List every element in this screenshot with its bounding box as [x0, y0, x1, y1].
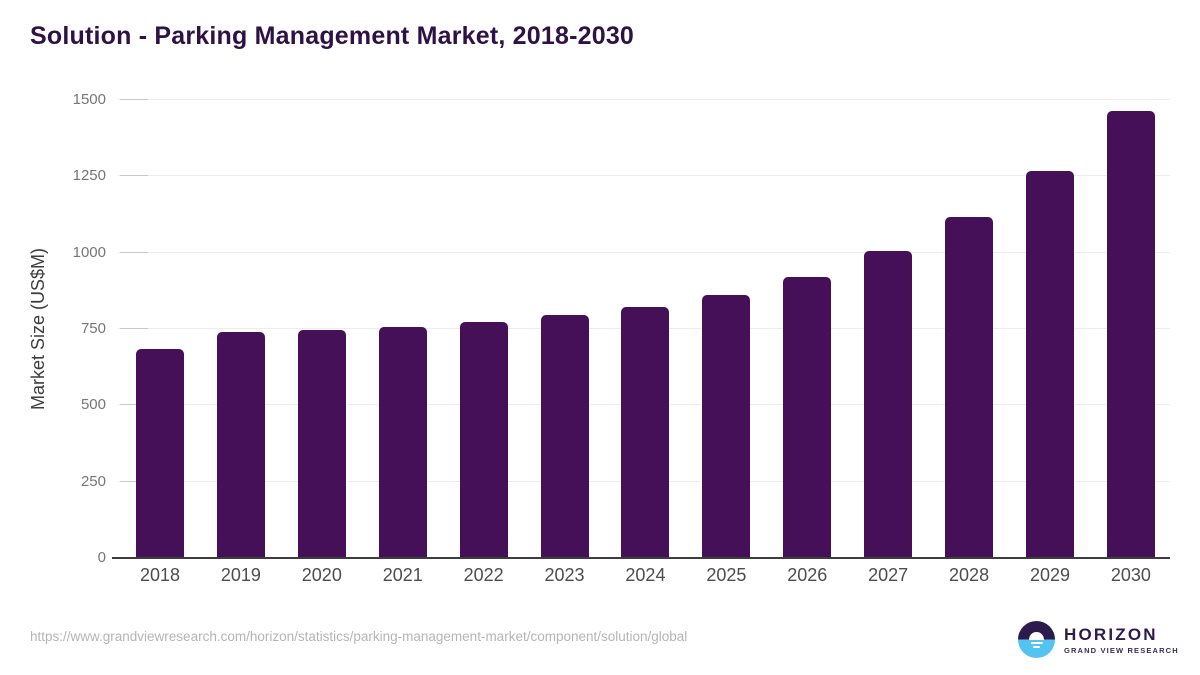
y-tick-label: 250: [80, 472, 106, 490]
y-tick-mark: [120, 99, 148, 100]
y-tick-mark: [120, 175, 148, 177]
y-tick-label: 500: [80, 396, 106, 414]
x-tick-label: 2019: [220, 565, 261, 585]
bar-2030: [1106, 110, 1155, 558]
y-tick-mark: [120, 251, 148, 253]
bar-2021: [378, 326, 427, 558]
bars: [118, 100, 1170, 558]
brand-text: HORIZON GRAND VIEW RESEARCH: [1064, 625, 1179, 655]
y-tick-label: 1250: [72, 167, 106, 185]
bar-2018: [136, 348, 184, 558]
x-tick-label: 2026: [787, 565, 828, 585]
bar-2027: [864, 251, 913, 558]
x-tick-label: 2023: [544, 565, 585, 585]
sunrise-dome-shape: [1029, 632, 1044, 640]
x-axis-line: [112, 557, 1170, 559]
bar-2019: [216, 332, 265, 558]
x-tick-label: 2028: [949, 565, 990, 585]
y-tick-mark: [120, 480, 148, 482]
y-tick-label: 750: [80, 320, 106, 337]
bar-2025: [702, 294, 751, 558]
bar-2020: [297, 329, 346, 558]
source-url: https://www.grandviewresearch.com/horizo…: [30, 629, 688, 644]
x-tick-label: 2022: [463, 565, 504, 585]
gridline: [118, 251, 1170, 253]
brand-name: HORIZON: [1064, 624, 1158, 644]
x-tick-label: 2020: [301, 565, 342, 585]
y-tick-label: 0: [97, 549, 106, 566]
x-axis-labels: 2018 2019 2020 2021 2022 2023 2024 2025 2026 2027…: [118, 565, 1170, 586]
brand-tagline: GRAND VIEW RESEARCH: [1064, 645, 1179, 655]
y-tick-label: 1500: [72, 91, 106, 108]
gridline: [118, 175, 1170, 177]
x-tick-label: 2018: [139, 565, 181, 585]
bar-2023: [540, 314, 589, 558]
y-tick-label: 1000: [72, 243, 106, 261]
plot-area: [112, 99, 1170, 559]
x-tick-label: 2029: [1029, 565, 1070, 585]
x-tick-label: 2025: [706, 565, 747, 585]
bar-2029: [1025, 171, 1074, 558]
x-tick-label: 2024: [625, 565, 666, 585]
x-tick-label: 2021: [382, 565, 423, 585]
brand-logo: HORIZON GRAND VIEW RESEARCH: [1018, 621, 1179, 658]
x-tick-label: 2027: [868, 565, 909, 585]
sunrise-reflection-line: [1033, 646, 1040, 649]
y-tick-mark: [120, 328, 148, 329]
gridline: [118, 99, 1170, 100]
y-tick-mark: [120, 404, 148, 406]
y-axis-labels: 0 250 500 750 1000 1250 1500: [30, 91, 106, 566]
bar-2026: [783, 276, 832, 558]
horizon-sunrise-icon: [1018, 621, 1055, 658]
chart-title: Solution - Parking Management Market, 20…: [30, 22, 635, 50]
sunrise-reflection-line: [1030, 641, 1043, 645]
bar-2024: [621, 306, 670, 558]
bar-2022: [459, 322, 508, 558]
bar-2028: [945, 216, 994, 558]
x-tick-label: 2030: [1110, 565, 1151, 585]
